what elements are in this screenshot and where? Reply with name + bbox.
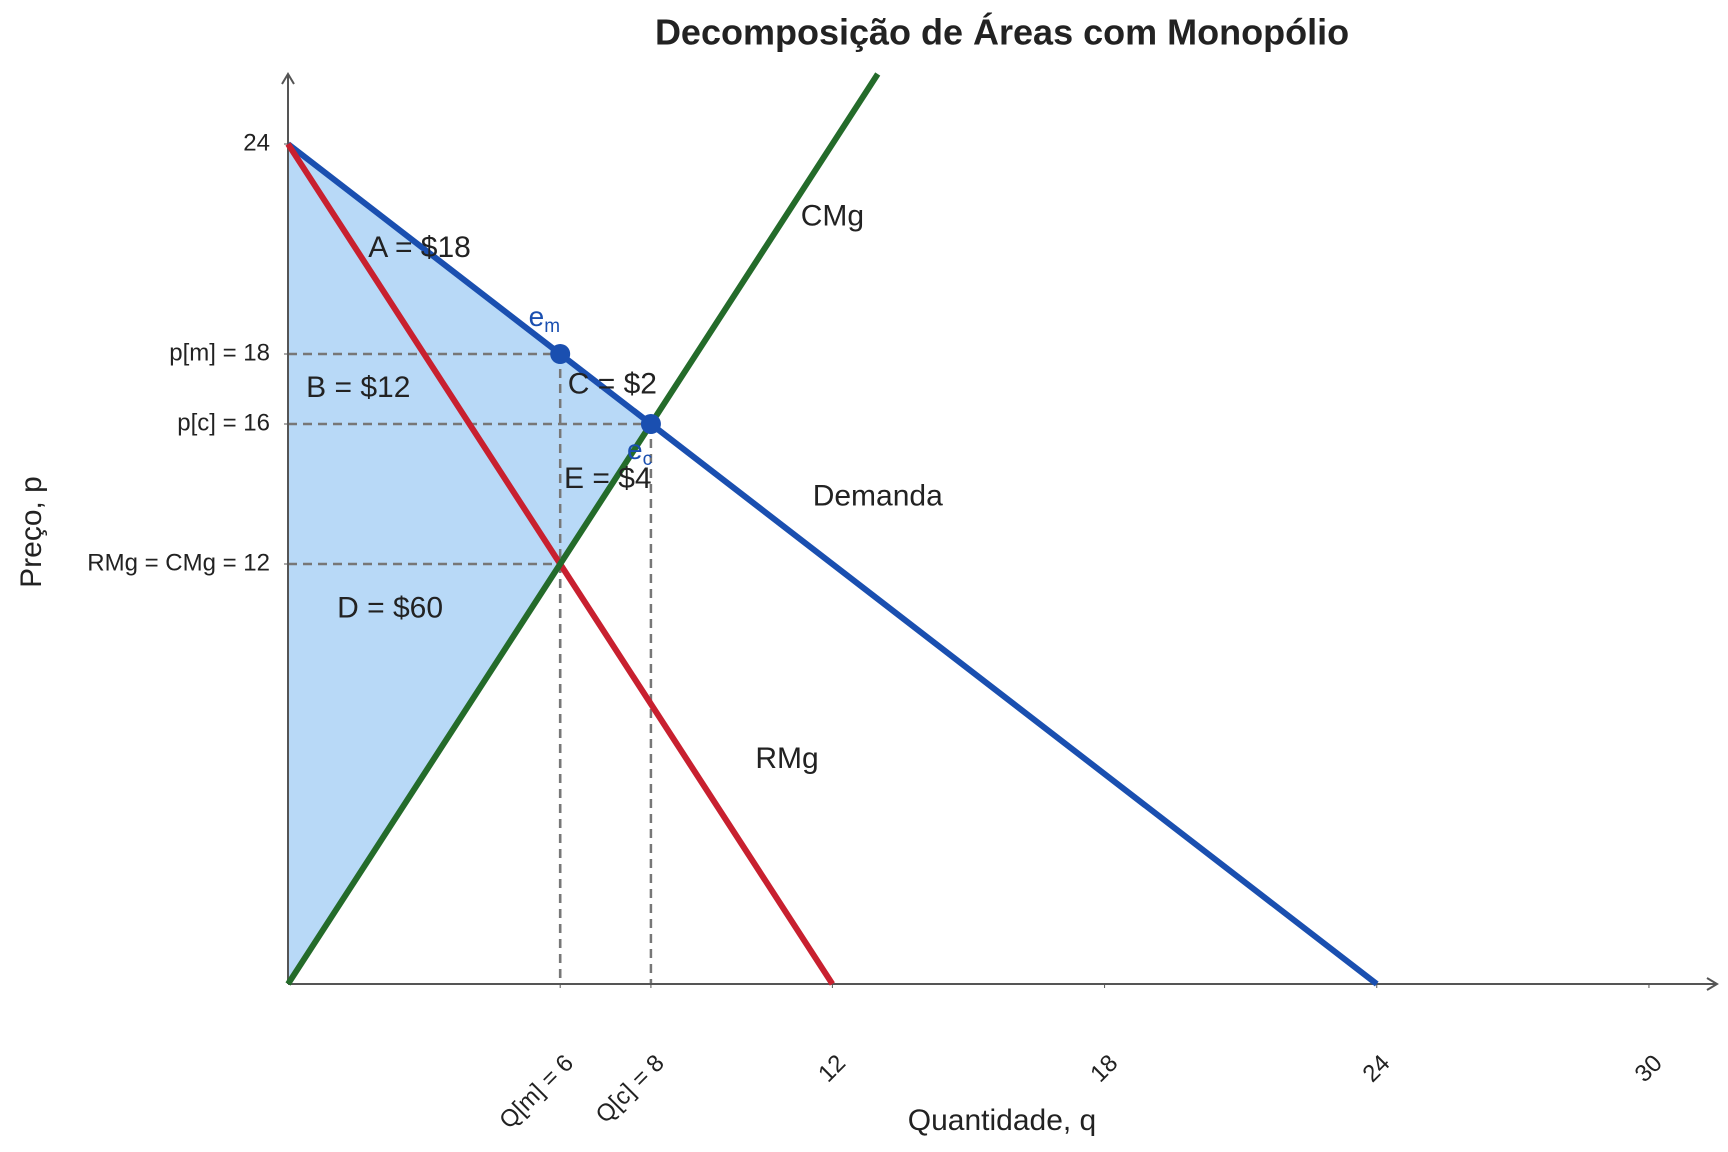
x-tick-label: 18 [1085, 1050, 1123, 1088]
area-label: B = $12 [306, 371, 410, 404]
x-axis-arrow [1706, 977, 1719, 991]
y-axis-label: Preço, p [15, 476, 48, 588]
curve-line [286, 141, 1379, 987]
point-label-subscript: m [544, 316, 560, 337]
chart-title: Decomposição de Áreas com Monopólio [655, 12, 1349, 53]
point-label: ec [627, 434, 652, 470]
curve-label: Demanda [813, 479, 943, 512]
y-tick-label: 24 [243, 129, 270, 156]
x-tick-label: 24 [1358, 1050, 1396, 1088]
area-label: E = $4 [564, 462, 652, 495]
point-label-subscript: c [643, 449, 653, 470]
area-label: C = $2 [568, 367, 657, 400]
equilibrium-point [640, 414, 661, 434]
x-tick-label: 12 [813, 1050, 851, 1088]
y-tick-label: RMg = CMg = 12 [87, 549, 270, 576]
point-label: em [529, 301, 560, 337]
curve-label: CMg [801, 199, 864, 232]
area-label: A = $18 [368, 231, 471, 264]
x-tick-label: Q[m] = 6 [494, 1050, 579, 1135]
y-tick-label: p[c] = 16 [177, 409, 270, 436]
curve-label: RMg [755, 742, 818, 775]
x-tick-label: Q[c] = 8 [591, 1050, 670, 1129]
curve-line [285, 72, 881, 986]
y-tick-label: p[m] = 18 [169, 339, 270, 366]
area-label: D = $60 [337, 591, 443, 624]
y-axis-arrow [281, 72, 295, 85]
point-label-base: e [627, 434, 643, 465]
point-label-base: e [529, 301, 545, 332]
equilibrium-point [550, 344, 571, 364]
x-tick-label: 30 [1630, 1050, 1668, 1088]
x-axis-label: Quantidade, q [908, 1104, 1096, 1137]
